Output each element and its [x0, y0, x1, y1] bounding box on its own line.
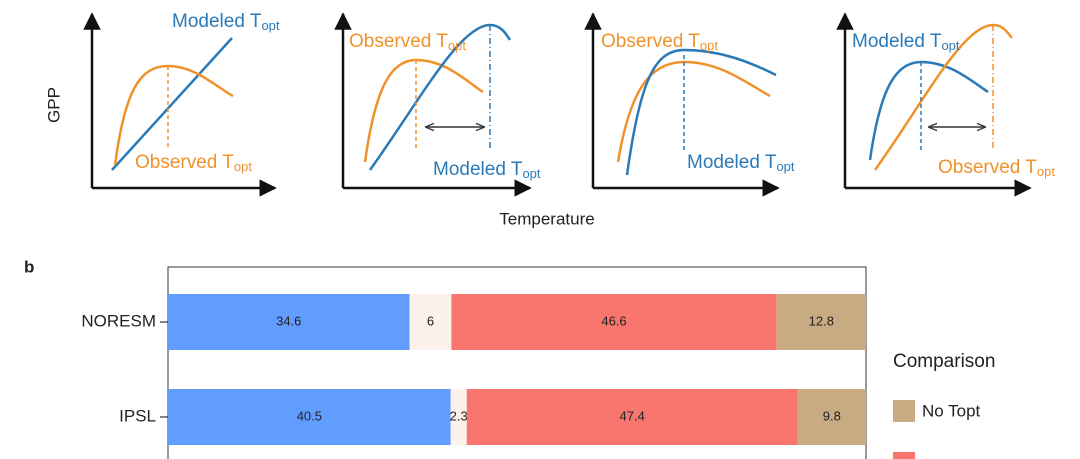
- bar-segment: [451, 294, 777, 350]
- modeled-curve: [368, 23, 512, 171]
- bar-segment: [797, 389, 866, 445]
- data-label: 46.6: [601, 313, 626, 328]
- legend-label: No Topt: [922, 401, 981, 420]
- observed-curve: [616, 60, 771, 163]
- label-subscript: opt: [522, 166, 540, 181]
- label-text: Modeled T: [687, 152, 777, 173]
- label-text: Modeled T: [852, 31, 942, 52]
- label-text: Observed T: [938, 157, 1037, 178]
- label-subscript: opt: [234, 159, 252, 174]
- curve-label: Observed Topt: [938, 157, 1055, 179]
- modeled-curve: [111, 37, 233, 171]
- curve-label: Observed Topt: [135, 152, 252, 174]
- modeled-curve: [868, 60, 989, 161]
- bar-segment: [776, 294, 866, 350]
- plot-frame: [167, 266, 867, 459]
- diagrams: GPP Temperature: [44, 12, 1032, 228]
- observed-curve: [113, 64, 234, 166]
- bar-segment: [450, 389, 467, 445]
- bar-segment: [168, 389, 451, 445]
- y-tick-label: IPSL: [119, 406, 156, 425]
- curve-label: Modeled Topt: [433, 159, 541, 181]
- legend-swatch: [893, 452, 915, 459]
- curve-label: Observed Topt: [349, 31, 466, 53]
- label-text: Observed T: [135, 152, 234, 173]
- panel-label: b: [24, 257, 34, 276]
- curve-label: Modeled Topt: [687, 152, 795, 174]
- label-subscript: opt: [776, 159, 794, 174]
- curve-label: Modeled Topt: [852, 31, 960, 53]
- label-subscript: opt: [700, 38, 718, 53]
- legend-title: Comparison: [893, 351, 995, 372]
- label-text: Modeled T: [433, 159, 523, 180]
- label-text: Observed T: [349, 31, 448, 52]
- data-label: 47.4: [620, 408, 645, 423]
- data-label: 34.6: [276, 313, 301, 328]
- data-label: 40.5: [297, 408, 322, 423]
- observed-curve: [873, 23, 1013, 171]
- label-subscript: opt: [1037, 164, 1055, 179]
- y-tick-label: NORESM: [81, 311, 156, 330]
- label-subscript: opt: [941, 38, 959, 53]
- y-axis-label: GPP: [44, 87, 63, 123]
- label-subscript: opt: [261, 18, 279, 33]
- curve-label: Modeled Topt: [172, 11, 280, 33]
- legend-swatch: [893, 400, 915, 422]
- x-axis-label: Temperature: [499, 209, 594, 228]
- modeled-curve: [625, 48, 777, 176]
- bar-segment: [168, 294, 410, 350]
- data-label: 9.8: [823, 408, 841, 423]
- bar-segment: [409, 294, 452, 350]
- label-text: Modeled T: [172, 11, 262, 32]
- data-label: 12.8: [809, 313, 834, 328]
- observed-curve: [363, 58, 484, 163]
- data-label: 2.3: [450, 408, 468, 423]
- label-subscript: opt: [448, 38, 466, 53]
- label-text: Observed T: [601, 31, 700, 52]
- curve-label: Observed Topt: [601, 31, 718, 53]
- bar-segment: [466, 389, 798, 445]
- data-label: 6: [427, 313, 434, 328]
